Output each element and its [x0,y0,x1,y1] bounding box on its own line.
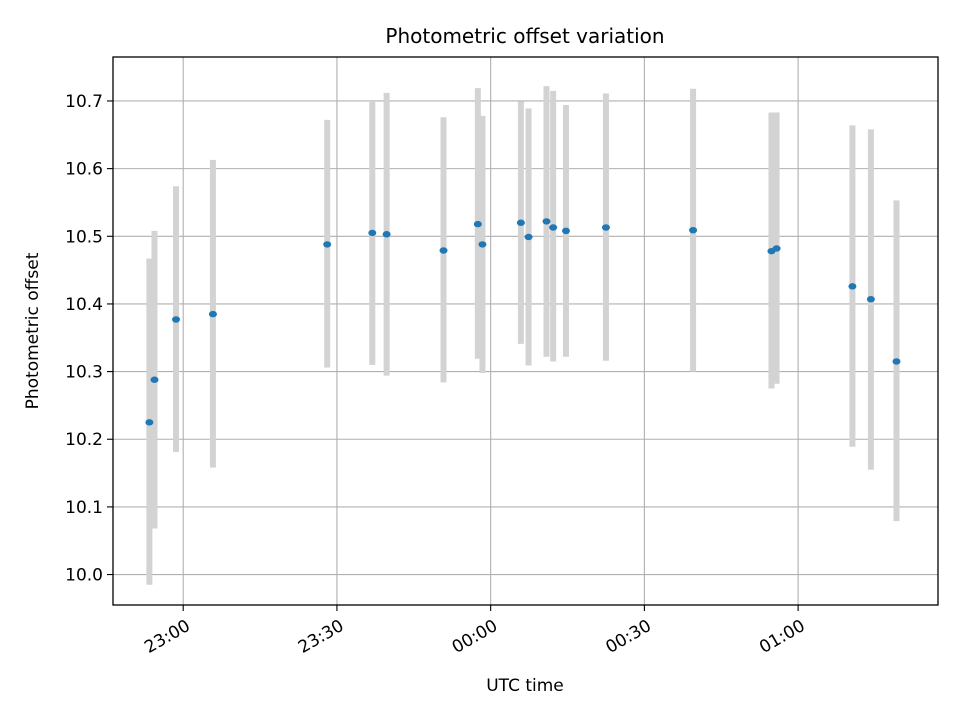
data-point [549,224,558,231]
y-tick-label: 10.4 [65,295,103,315]
data-point [866,296,875,303]
data-point [150,376,159,383]
y-tick-label: 10.6 [65,160,103,180]
data-point [439,247,448,254]
grid-lines [113,57,938,605]
y-tick-label: 10.0 [65,566,103,586]
data-points [145,218,901,426]
y-tick-label: 10.1 [65,498,103,518]
data-point [689,226,698,234]
y-tick-label: 10.3 [65,363,103,383]
y-axis-ticks: 10.0 10.1 10.2 10.3 10.4 10.5 10.6 10.7 [65,92,113,586]
data-point [561,227,570,235]
chart-title: Photometric offset variation [385,24,664,48]
y-tick-label: 10.2 [65,430,103,450]
data-point [323,241,332,248]
y-tick-label: 10.5 [65,227,103,247]
data-point [172,316,181,323]
data-point [601,224,610,231]
data-point [478,241,487,248]
data-point [772,245,781,252]
data-point [382,231,391,238]
data-point [473,220,482,228]
y-tick-label: 10.7 [65,92,103,112]
data-point [208,310,217,318]
y-axis-label: Photometric offset [23,252,43,409]
data-point [516,219,525,226]
data-point [368,229,377,237]
data-point [892,358,901,365]
data-point [524,233,533,241]
data-point [145,419,154,426]
data-point [542,218,551,225]
x-axis-label: UTC time [486,676,564,696]
data-point [848,283,857,290]
plot-frame [112,56,939,606]
